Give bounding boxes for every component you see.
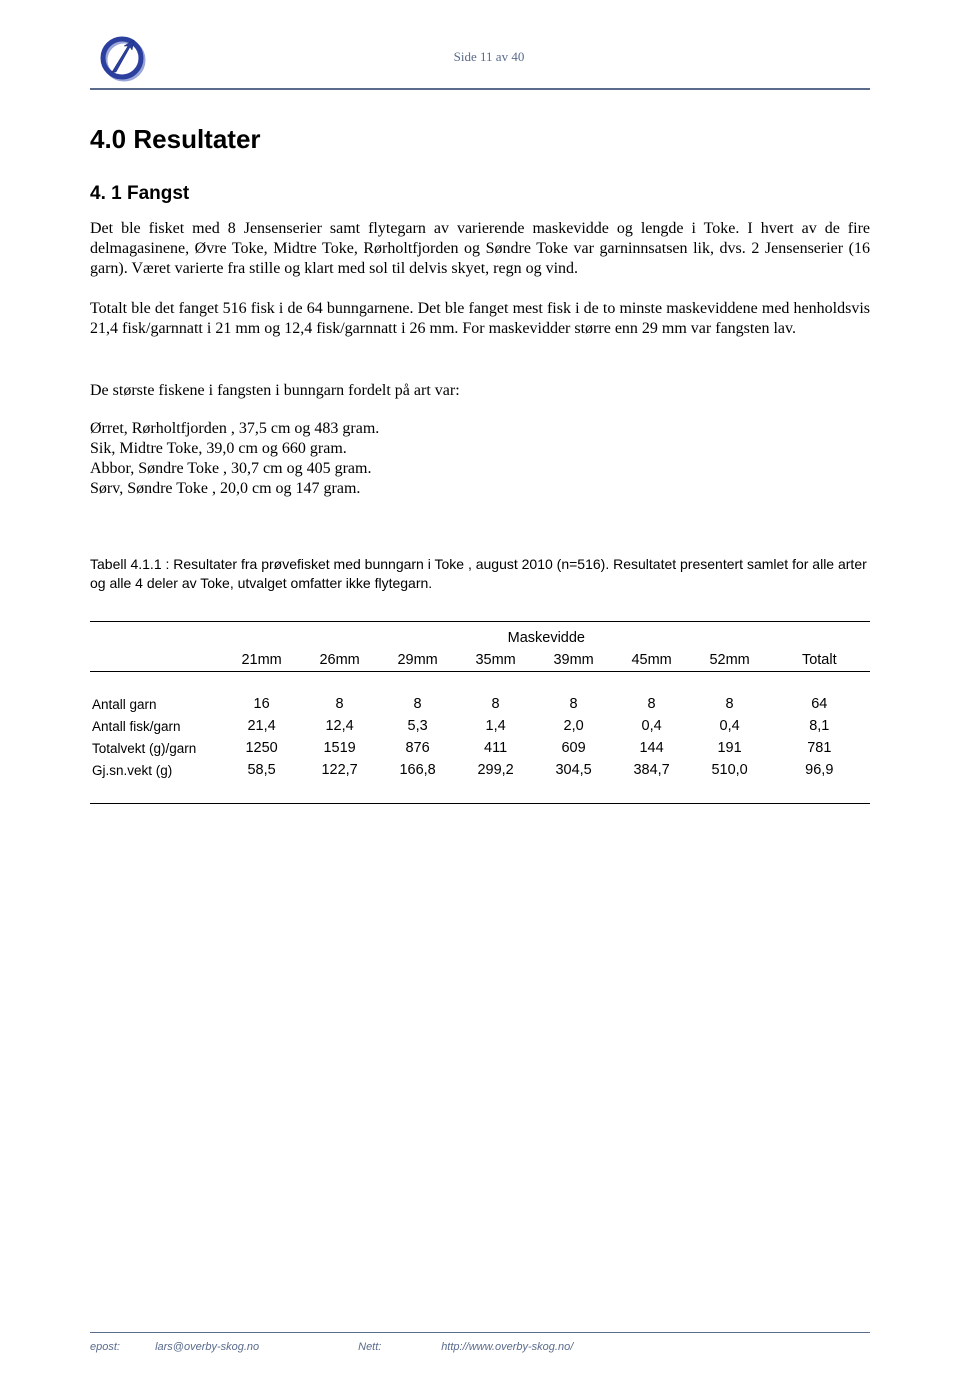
cell: 8,1 <box>769 715 870 737</box>
col-group-header: Maskevidde <box>223 621 870 649</box>
cell: 5,3 <box>379 715 457 737</box>
header-rule <box>90 88 870 90</box>
row-label: Totalvekt (g)/garn <box>90 737 223 759</box>
footer-email-value: lars@overby-skog.no <box>155 1341 355 1353</box>
cell: 781 <box>769 737 870 759</box>
fish-item: Sik, Midtre Toke, 39,0 cm og 660 gram. <box>90 439 870 459</box>
cell: 144 <box>613 737 691 759</box>
col-header: 26mm <box>301 649 379 672</box>
col-header: 35mm <box>457 649 535 672</box>
paragraph-1: Det ble fisket med 8 Jensenserier samt f… <box>90 219 870 279</box>
cell: 8 <box>613 693 691 715</box>
row-label: Gj.sn.vekt (g) <box>90 759 223 781</box>
cell: 16 <box>223 693 301 715</box>
cell: 0,4 <box>613 715 691 737</box>
col-header: 29mm <box>379 649 457 672</box>
fish-item: Abbor, Søndre Toke , 30,7 cm og 405 gram… <box>90 459 870 479</box>
col-header: 52mm <box>691 649 769 672</box>
fish-item: Ørret, Rørholtfjorden , 37,5 cm og 483 g… <box>90 419 870 439</box>
row-label: Antall garn <box>90 693 223 715</box>
cell: 876 <box>379 737 457 759</box>
cell: 1,4 <box>457 715 535 737</box>
fish-list: Ørret, Rørholtfjorden , 37,5 cm og 483 g… <box>90 419 870 499</box>
col-header: 21mm <box>223 649 301 672</box>
cell: 8 <box>535 693 613 715</box>
page-header: Side 11 av 40 <box>90 30 870 84</box>
cell: 96,9 <box>769 759 870 781</box>
page-footer: epost: lars@overby-skog.no Nett: http://… <box>90 1332 870 1353</box>
cell: 299,2 <box>457 759 535 781</box>
fish-item: Sørv, Søndre Toke , 20,0 cm og 147 gram. <box>90 479 870 499</box>
row-label: Antall fisk/garn <box>90 715 223 737</box>
cell: 0,4 <box>691 715 769 737</box>
heading-main: 4.0 Resultater <box>90 124 870 155</box>
paragraph-3: De største fiskene i fangsten i bunngarn… <box>90 381 870 401</box>
cell: 122,7 <box>301 759 379 781</box>
footer-web-label: Nett: <box>358 1341 438 1353</box>
cell: 58,5 <box>223 759 301 781</box>
cell: 304,5 <box>535 759 613 781</box>
cell: 1250 <box>223 737 301 759</box>
cell: 411 <box>457 737 535 759</box>
cell: 8 <box>457 693 535 715</box>
cell: 191 <box>691 737 769 759</box>
col-header: 45mm <box>613 649 691 672</box>
cell: 64 <box>769 693 870 715</box>
table-caption: Tabell 4.1.1 : Resultater fra prøvefiske… <box>90 555 870 593</box>
cell: 609 <box>535 737 613 759</box>
cell: 384,7 <box>613 759 691 781</box>
cell: 12,4 <box>301 715 379 737</box>
paragraph-2: Totalt ble det fanget 516 fisk i de 64 b… <box>90 299 870 339</box>
cell: 1519 <box>301 737 379 759</box>
cell: 510,0 <box>691 759 769 781</box>
results-table: Maskevidde 21mm 26mm 29mm 35mm 39mm 45mm… <box>90 621 870 804</box>
cell: 8 <box>301 693 379 715</box>
cell: 8 <box>691 693 769 715</box>
col-header: Totalt <box>769 649 870 672</box>
col-header: 39mm <box>535 649 613 672</box>
footer-web-value: http://www.overby-skog.no/ <box>441 1341 573 1353</box>
cell: 8 <box>379 693 457 715</box>
footer-rule <box>90 1332 870 1333</box>
heading-sub: 4. 1 Fangst <box>90 183 870 205</box>
footer-email-label: epost: <box>90 1341 152 1353</box>
cell: 21,4 <box>223 715 301 737</box>
cell: 166,8 <box>379 759 457 781</box>
cell: 2,0 <box>535 715 613 737</box>
page-number: Side 11 av 40 <box>108 49 870 65</box>
